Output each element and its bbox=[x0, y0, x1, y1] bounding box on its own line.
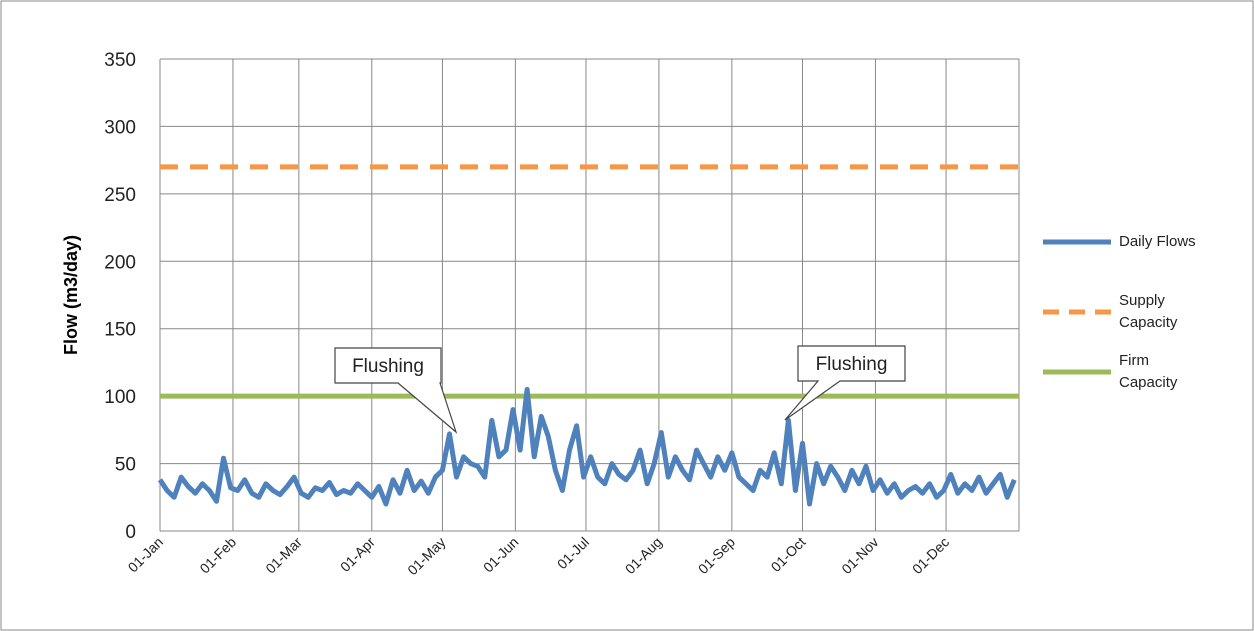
legend-swatch bbox=[1043, 239, 1111, 245]
y-tick-label: 200 bbox=[104, 252, 136, 273]
y-tick-label: 350 bbox=[104, 50, 136, 71]
y-tick-label: 100 bbox=[104, 387, 136, 408]
y-tick-label: 150 bbox=[104, 320, 136, 341]
legend-label: Firm Capacity bbox=[1119, 352, 1178, 391]
legend-item: Daily Flows bbox=[1043, 231, 1199, 253]
annotation: Flushing bbox=[816, 354, 888, 375]
y-tick-label: 0 bbox=[125, 522, 136, 543]
annotation: Flushing bbox=[352, 356, 424, 377]
y-tick-label: 50 bbox=[115, 455, 136, 476]
legend-label: Supply Capacity bbox=[1119, 292, 1178, 331]
y-tick-label: 300 bbox=[104, 117, 136, 138]
callout bbox=[334, 347, 458, 434]
legend-swatch bbox=[1043, 369, 1111, 375]
y-tick-label: 250 bbox=[104, 185, 136, 206]
callout bbox=[784, 345, 906, 421]
legend-swatch bbox=[1043, 309, 1111, 315]
legend-item: Supply Capacity bbox=[1043, 290, 1199, 334]
legend-item: Firm Capacity bbox=[1043, 350, 1199, 394]
legend-label: Daily Flows bbox=[1119, 233, 1196, 250]
data-line bbox=[157, 386, 1017, 507]
y-axis-label: Flow (m3/day) bbox=[61, 235, 81, 355]
